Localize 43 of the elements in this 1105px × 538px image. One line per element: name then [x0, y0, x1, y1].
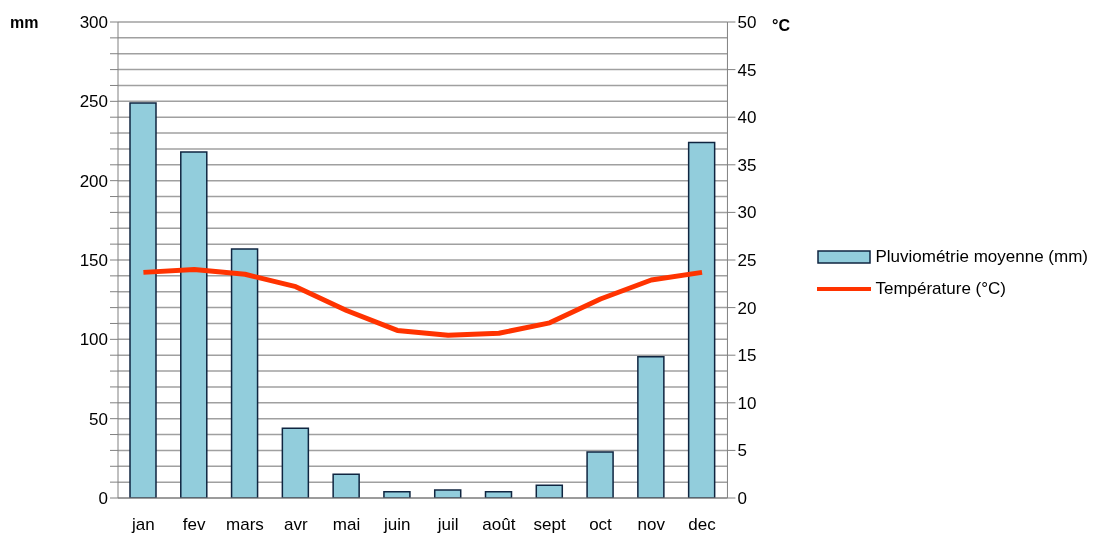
x-tick-label: fev: [182, 515, 207, 535]
bar: [230, 248, 259, 498]
y-tick-label: 300: [79, 13, 108, 33]
y-tick-label: 150: [79, 251, 108, 271]
bar: [281, 427, 310, 498]
x-tick-label: mars: [226, 515, 264, 535]
y-tick-label: 50: [89, 409, 108, 429]
legend-label: Pluviométrie moyenne (mm): [875, 247, 1088, 267]
y2-tick-label: 25: [737, 251, 757, 271]
x-tick-label: jan: [131, 515, 155, 535]
x-tick-label: sept: [533, 515, 567, 535]
y2-tick-label: 40: [737, 108, 757, 128]
bar: [586, 451, 614, 498]
y-axis-title: mm: [10, 14, 39, 32]
y-tick-label: 100: [79, 330, 108, 350]
bar: [332, 473, 360, 498]
bar: [687, 141, 716, 498]
x-tick-label: dec: [688, 515, 717, 535]
y2-axis-title: °C: [772, 17, 790, 35]
y2-tick-label: 20: [737, 298, 757, 318]
y-tick-label: 250: [79, 92, 108, 112]
x-tick-label: août: [482, 515, 516, 535]
x-tick-label: oct: [589, 515, 613, 535]
y2-tick-label: 50: [737, 13, 757, 33]
y2-tick-label: 5: [737, 441, 747, 461]
y-tick-label: 0: [98, 489, 108, 509]
x-tick-label: avr: [283, 515, 308, 535]
x-tick-label: mai: [332, 515, 361, 535]
bar: [129, 102, 157, 498]
y2-tick-label: 15: [737, 346, 757, 366]
legend-label: Température (°C): [875, 279, 1006, 299]
y2-tick-label: 10: [737, 393, 757, 413]
x-tick-label: juil: [436, 515, 459, 535]
x-tick-label: nov: [637, 515, 666, 535]
y2-tick-label: 30: [737, 203, 757, 223]
y2-tick-label: 45: [737, 60, 757, 80]
bar: [433, 489, 462, 498]
y2-tick-label: 35: [737, 155, 757, 175]
bar: [180, 151, 208, 498]
x-tick-label: juin: [383, 515, 411, 535]
y-tick-label: 200: [79, 171, 108, 191]
bar: [637, 356, 665, 498]
y2-tick-label: 0: [737, 489, 747, 509]
